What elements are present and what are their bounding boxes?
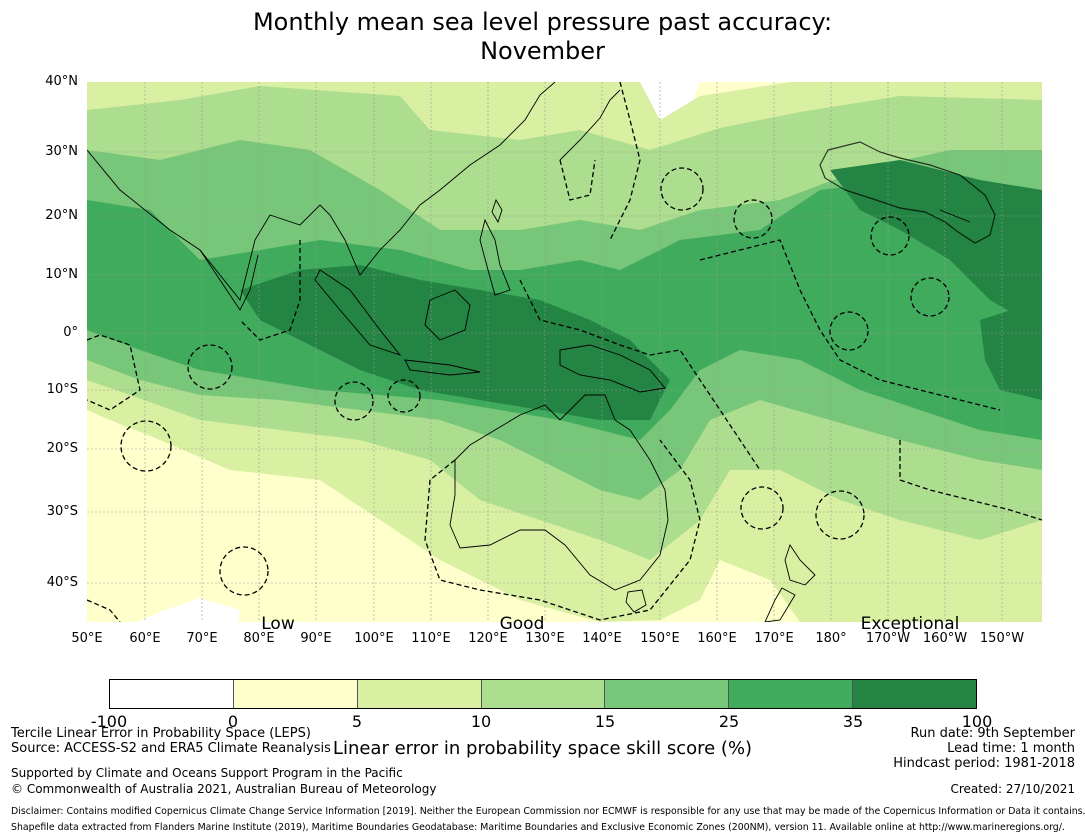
source-text: Source: ACCESS-S2 and ERA5 Climate Reana… xyxy=(11,741,331,756)
borneo-coast xyxy=(424,289,471,341)
skill-field xyxy=(87,82,1042,622)
asia-coast xyxy=(87,82,556,301)
run-date-text: Run date: 9th September xyxy=(910,726,1075,741)
colorbar-tick: 0 xyxy=(227,712,239,731)
colorbar-tick: 10 xyxy=(470,712,492,731)
chart-title: Monthly mean sea level pressure past acc… xyxy=(0,8,1085,66)
hindcast-text: Hindcast period: 1981-2018 xyxy=(893,756,1075,771)
lon-label: 170°E xyxy=(754,631,794,646)
india-coast xyxy=(199,249,259,311)
skill-35-100 xyxy=(240,265,670,420)
lon-label: 170°W xyxy=(865,631,911,646)
lon-label: 130°E xyxy=(525,631,565,646)
copyright-text: © Commonwealth of Australia 2021, Austra… xyxy=(11,782,437,796)
taiwan-coast xyxy=(491,198,503,224)
title-line-1: Monthly mean sea level pressure past acc… xyxy=(252,8,833,36)
lon-label: 70°E xyxy=(186,631,218,646)
colorbar-tick: 25 xyxy=(718,712,740,731)
sumatra-java-coast xyxy=(314,269,481,376)
shapefile-credit-text: Shapefile data extracted from Flanders M… xyxy=(11,822,1065,833)
lon-label: 60°E xyxy=(129,631,161,646)
colorbar-tick: 5 xyxy=(351,712,363,731)
australia-coast xyxy=(449,394,669,591)
colorbar-tick: 15 xyxy=(594,712,616,731)
colorbar-swatch xyxy=(232,680,357,708)
method-text: Tercile Linear Error in Probability Spac… xyxy=(11,726,311,741)
category-exceptional-label: Exceptional xyxy=(860,614,960,634)
philippines-coast xyxy=(479,218,511,296)
lon-label: 160°W xyxy=(922,631,968,646)
lon-label: 120°E xyxy=(468,631,508,646)
graticule xyxy=(87,82,1042,622)
japan-coast xyxy=(559,89,621,161)
colorbar-swatch xyxy=(728,680,853,708)
lat-label-30n: 30°N xyxy=(45,144,78,159)
marine-monument-outline xyxy=(819,141,996,244)
lon-label: 50°E xyxy=(71,631,103,646)
lon-label: 150°W xyxy=(979,631,1025,646)
support-text: Supported by Climate and Oceans Support … xyxy=(11,766,403,780)
lon-label: 140°E xyxy=(582,631,622,646)
lon-label: 80°E xyxy=(243,631,275,646)
skill-negative-patch xyxy=(136,598,240,622)
colorbar-tick: 100 xyxy=(961,712,993,731)
eez-boundaries xyxy=(87,82,1042,622)
category-low-label: Low xyxy=(261,614,295,634)
tasmania-coast xyxy=(625,589,647,613)
lat-label-0: 0° xyxy=(63,325,78,340)
skill-35-100 xyxy=(980,300,1042,400)
lat-label-10s: 10°S xyxy=(46,382,78,397)
lon-label: 180° xyxy=(815,631,847,646)
colorbar xyxy=(109,679,977,709)
lat-label-40n: 40°N xyxy=(45,74,78,89)
colorbar-swatch xyxy=(356,680,481,708)
lat-label-20n: 20°N xyxy=(45,208,78,223)
colorbar-swatch xyxy=(604,680,729,708)
colorbar-tick: -100 xyxy=(90,712,128,731)
colorbar-tick: 35 xyxy=(842,712,864,731)
new-guinea-coast xyxy=(559,344,666,393)
category-good-label: Good xyxy=(499,614,545,634)
colorbar-swatch xyxy=(852,680,977,708)
colorbar-label: Linear error in probability space skill … xyxy=(332,738,753,759)
lon-label: 110°E xyxy=(411,631,451,646)
coastlines xyxy=(87,82,971,622)
lat-label-40s: 40°S xyxy=(46,575,78,590)
lon-label: 100°E xyxy=(354,631,394,646)
lon-label: 160°E xyxy=(697,631,737,646)
lat-label-20s: 20°S xyxy=(46,441,78,456)
lon-label: 150°E xyxy=(640,631,680,646)
title-line-2: November xyxy=(480,37,605,65)
new-zealand-coast xyxy=(764,543,816,622)
hawaii-coast xyxy=(939,209,971,223)
lat-label-30s: 30°S xyxy=(46,504,78,519)
colorbar-swatch xyxy=(480,680,605,708)
colorbar-swatch xyxy=(110,680,233,708)
created-text: Created: 27/10/2021 xyxy=(950,782,1075,796)
lead-time-text: Lead time: 1 month xyxy=(947,741,1075,756)
lon-label: 90°E xyxy=(300,631,332,646)
lat-label-10n: 10°N xyxy=(45,267,78,282)
disclaimer-text: Disclaimer: Contains modified Copernicus… xyxy=(11,806,1085,817)
